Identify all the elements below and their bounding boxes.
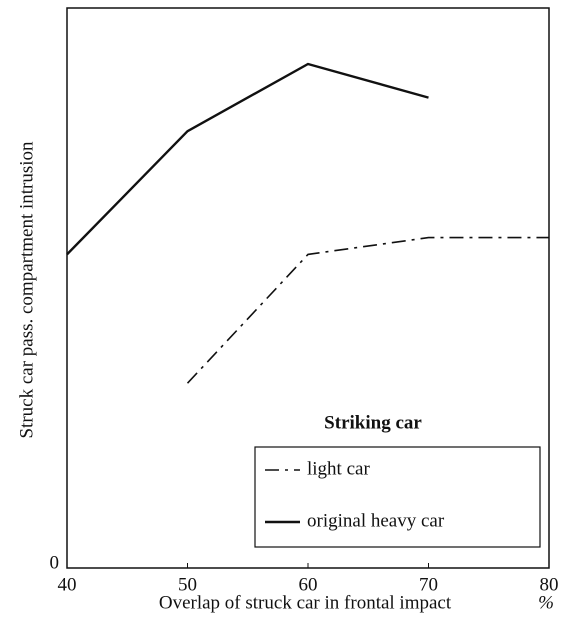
x-tick-label: 50 (178, 574, 197, 595)
legend-title: Striking car (324, 412, 422, 433)
x-axis-label: Overlap of struck car in frontal impact (159, 592, 452, 613)
x-tick-label: 60 (299, 574, 318, 595)
x-tick-label: 70 (419, 574, 438, 595)
x-axis-unit: % (538, 592, 554, 613)
series-line (186, 236, 549, 384)
legend-label: light car (307, 458, 370, 479)
x-tick-label: 40 (58, 574, 77, 595)
legend-label: original heavy car (307, 510, 445, 531)
series-line (66, 62, 429, 256)
y-axis-label: Struck car pass. compartment intrusion (16, 141, 37, 439)
legend-box (254, 446, 541, 548)
y-tick-label: 0 (50, 552, 60, 573)
x-tick-label: 80 (540, 574, 559, 595)
